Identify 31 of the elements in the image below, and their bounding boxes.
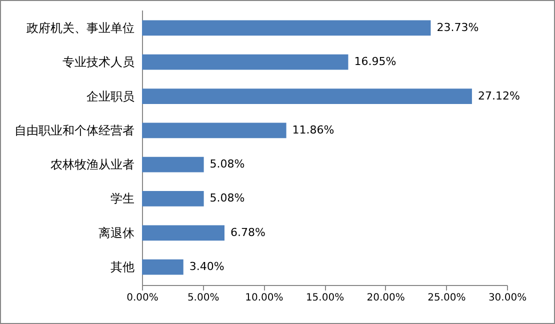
bar [142,54,348,70]
data-label: 5.08% [210,192,245,205]
data-label: 6.78% [230,226,266,239]
y-tick-label: 其他 [110,260,134,274]
x-tick-label: 15.00% [306,292,344,304]
x-tick-label: 20.00% [366,292,405,304]
y-tick-label: 学生 [110,192,134,206]
x-tick-label: 0.00% [126,292,158,304]
y-tick-label: 企业职员 [86,89,134,104]
data-label: 11.86% [292,123,334,136]
y-tick-label: 离退休 [98,226,134,240]
data-label: 23.73% [436,20,479,34]
y-tick-label: 农林牧渔从业者 [50,158,134,172]
y-tick-label: 政府机关、事业单位 [26,20,134,35]
bar [142,88,472,104]
x-tick-label: 30.00% [488,292,527,304]
data-label: 27.12% [478,89,520,102]
data-label: 3.40% [189,260,224,274]
x-tick-label: 10.00% [245,292,284,304]
data-label: 16.95% [354,55,396,68]
y-tick-label: 自由职业和个体经营者 [14,123,134,138]
bar [142,259,184,275]
bar [142,156,204,172]
bar [142,122,286,138]
bar [142,20,431,36]
x-tick-label: 5.00% [187,292,220,304]
bar [142,225,224,241]
y-tick-label: 专业技术人员 [62,55,134,70]
bar [142,191,204,206]
data-label: 5.08% [210,158,245,171]
x-tick-label: 25.00% [428,292,466,304]
